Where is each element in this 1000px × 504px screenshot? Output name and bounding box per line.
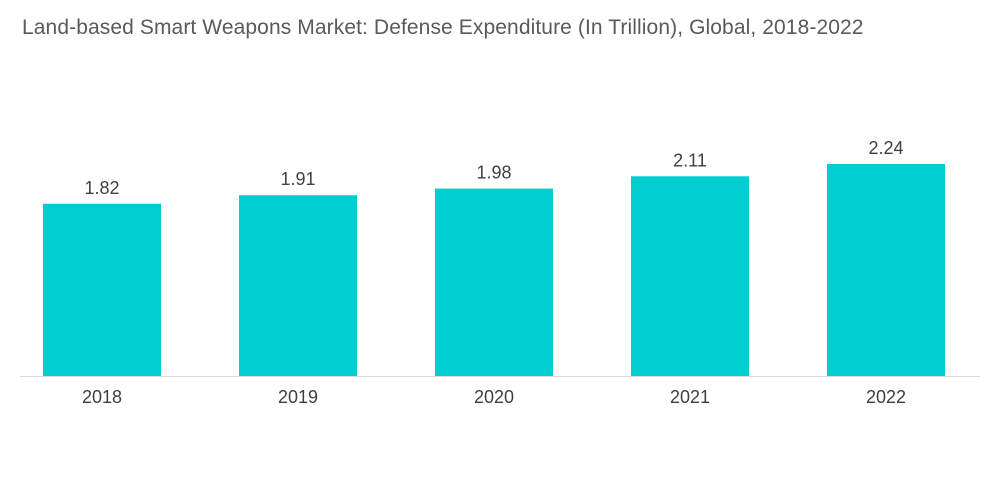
value-labels-layer: 1.82 1.91 1.98 2.11 2.24 — [84, 138, 903, 198]
x-tick-label-2021: 2021 — [670, 387, 710, 407]
value-label-2020: 1.98 — [476, 163, 511, 183]
value-label-2018: 1.82 — [84, 178, 119, 198]
tick-labels-layer: 2018 2019 2020 2021 2022 — [82, 387, 906, 407]
x-tick-label-2018: 2018 — [82, 387, 122, 407]
x-tick-label-2019: 2019 — [278, 387, 318, 407]
bars-layer — [43, 164, 945, 376]
value-label-2019: 1.91 — [280, 169, 315, 189]
value-label-2021: 2.11 — [673, 150, 707, 170]
value-label-2022: 2.24 — [868, 138, 903, 158]
x-tick-label-2020: 2020 — [474, 387, 514, 407]
bar-2021 — [631, 176, 749, 376]
chart-title: Land-based Smart Weapons Market: Defense… — [22, 16, 864, 39]
bar-2020 — [435, 188, 553, 376]
bar-2022 — [827, 164, 945, 376]
bar-2018 — [43, 203, 161, 376]
bar-2019 — [239, 195, 357, 376]
x-tick-label-2022: 2022 — [866, 387, 906, 407]
